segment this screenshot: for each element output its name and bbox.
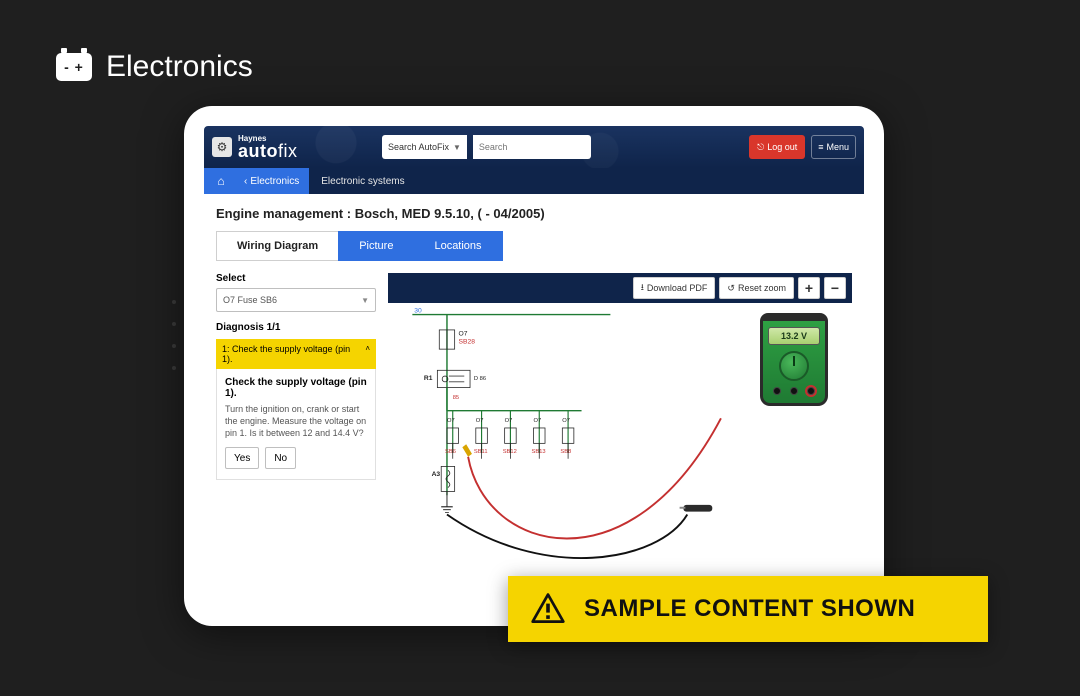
reset-icon: ↺ [727,283,735,294]
step-body: Turn the ignition on, crank or start the… [225,403,367,439]
hamburger-icon: ≡ [818,142,823,152]
svg-text:SB28: SB28 [459,338,476,345]
svg-text:R1: R1 [424,375,433,382]
svg-text:D 86: D 86 [474,376,486,382]
app-header: ⚙ Haynes autofix Search AutoFix ▼ ⎋ Log … [204,126,864,168]
svg-text:O7: O7 [533,418,541,424]
chevron-down-icon: ▼ [361,296,369,305]
select-value: O7 Fuse SB6 [223,295,277,305]
svg-text:O7: O7 [505,418,513,424]
search-scope-label: Search AutoFix [388,142,449,152]
brand-logo-icon: ⚙ [212,137,232,157]
tab-picture[interactable]: Picture [338,231,414,261]
svg-text:85: 85 [453,395,459,401]
search-scope-dropdown[interactable]: Search AutoFix ▼ [382,135,467,159]
no-button[interactable]: No [265,447,296,469]
multimeter-reading: 13.2 V [768,327,820,345]
diagnosis-step-header[interactable]: 1: Check the supply voltage (pin 1). ˄ [216,339,376,369]
select-label: Select [216,273,376,284]
tablet-frame: ⚙ Haynes autofix Search AutoFix ▼ ⎋ Log … [184,106,884,626]
app-screen: ⚙ Haynes autofix Search AutoFix ▼ ⎋ Log … [204,126,864,606]
bus-label: 30 [414,308,422,315]
breadcrumb-home[interactable]: ⌂ [204,168,238,194]
tabs: Wiring Diagram Picture Locations [216,231,852,261]
download-icon: ⭳ [641,280,644,296]
svg-text:O7: O7 [562,418,570,424]
chevron-up-icon: ˄ [365,344,370,353]
chevron-left-icon: ‹ [244,176,247,187]
sample-content-banner: SAMPLE CONTENT SHOWN [508,576,988,642]
category-title: Electronics [106,50,253,84]
svg-text:SB12: SB12 [503,449,517,455]
download-pdf-button[interactable]: ⭳ Download PDF [633,277,716,299]
diagnosis-title: Diagnosis 1/1 [216,322,376,333]
component-select[interactable]: O7 Fuse SB6 ▼ [216,288,376,312]
menu-label: Menu [826,142,849,152]
home-icon: ⌂ [217,174,224,188]
menu-button[interactable]: ≡ Menu [811,135,856,159]
brand-main: autofix [238,143,298,159]
step-title: Check the supply voltage (pin 1). [225,377,367,399]
zoom-in-button[interactable]: + [798,277,820,299]
user-icon: ⎋ [757,142,764,153]
yes-button[interactable]: Yes [225,447,259,469]
sidebar: Select O7 Fuse SB6 ▼ Diagnosis 1/1 1: Ch… [216,273,376,601]
breadcrumb-back[interactable]: ‹ Electronics [238,168,309,194]
breadcrumb-bar: ⌂ ‹ Electronics Electronic systems [204,168,864,194]
diagnosis-detail: Check the supply voltage (pin 1). Turn t… [216,369,376,480]
step-header-text: 1: Check the supply voltage (pin 1). [222,344,361,364]
tab-locations[interactable]: Locations [413,231,502,261]
category-header: - + Electronics [56,50,253,84]
svg-text:O7: O7 [459,331,468,338]
search-input[interactable] [473,135,591,159]
svg-text:SB11: SB11 [474,449,488,455]
diagram-toolbar: ⭳ Download PDF ↺ Reset zoom + − [388,273,852,303]
tab-wiring-diagram[interactable]: Wiring Diagram [216,231,339,261]
svg-text:SB13: SB13 [532,449,546,455]
diagram-panel: ⭳ Download PDF ↺ Reset zoom + − [388,273,852,601]
svg-text:O7: O7 [447,418,455,424]
page-title: Engine management : Bosch, MED 9.5.10, (… [216,206,852,221]
warning-icon [530,591,566,627]
sample-banner-text: SAMPLE CONTENT SHOWN [584,595,915,623]
chevron-down-icon: ▼ [453,143,461,152]
multimeter-dial [779,351,809,381]
battery-icon: - + [56,53,92,81]
svg-text:SB6: SB6 [445,449,456,455]
logout-label: Log out [767,142,797,152]
breadcrumb-back-label: Electronics [250,176,299,187]
svg-text:A3: A3 [432,471,441,478]
reset-zoom-button[interactable]: ↺ Reset zoom [719,277,794,299]
logout-button[interactable]: ⎋ Log out [749,135,805,159]
svg-text:SB8: SB8 [560,449,571,455]
wiring-diagram-canvas[interactable]: 30 O7 SB28 R1 [388,303,852,601]
breadcrumb-current: Electronic systems [309,168,416,194]
svg-text:O7: O7 [476,418,484,424]
zoom-out-button[interactable]: − [824,277,846,299]
multimeter: 13.2 V VA [760,313,828,406]
tablet-buttons [172,300,176,370]
page-body: Engine management : Bosch, MED 9.5.10, (… [204,194,864,606]
brand: Haynes autofix [238,135,298,158]
